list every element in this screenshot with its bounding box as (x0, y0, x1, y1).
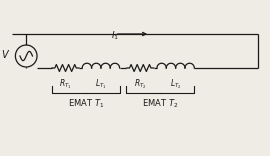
Text: $R_{T_2}$: $R_{T_2}$ (134, 77, 147, 90)
Text: $L_{T_2}$: $L_{T_2}$ (170, 77, 181, 90)
Text: EMAT $T_2$: EMAT $T_2$ (142, 97, 178, 110)
Text: $I_1$: $I_1$ (111, 30, 119, 42)
Text: $L_{T_1}$: $L_{T_1}$ (95, 77, 107, 90)
Text: $R_{T_1}$: $R_{T_1}$ (59, 77, 72, 90)
Text: EMAT $T_1$: EMAT $T_1$ (68, 97, 104, 110)
Text: $V$: $V$ (1, 48, 11, 60)
